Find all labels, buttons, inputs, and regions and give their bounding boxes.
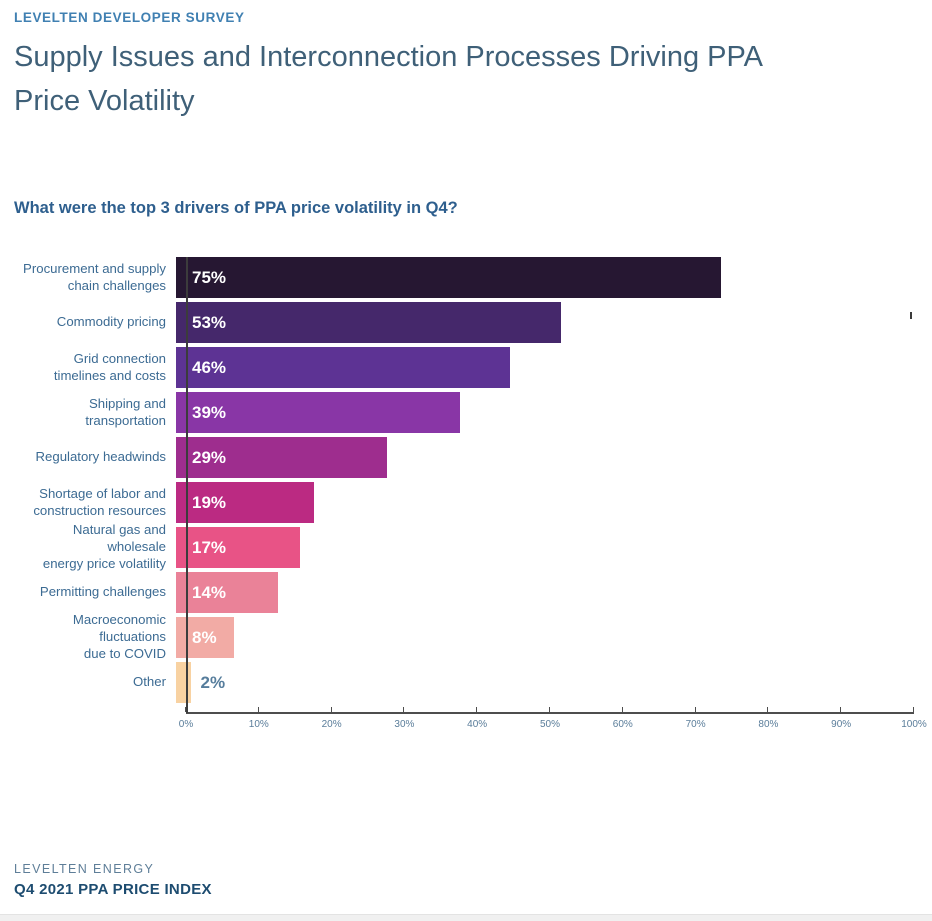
bar-track: 53% xyxy=(176,302,903,343)
chart-row: Grid connection timelines and costs 46% xyxy=(14,347,914,388)
x-axis-tick xyxy=(257,707,259,712)
category-label: Grid connection timelines and costs xyxy=(53,350,166,383)
x-axis-tick xyxy=(913,707,914,712)
category-label: Shipping and transportation xyxy=(85,395,166,428)
x-axis-tick xyxy=(621,707,623,712)
y-axis-line xyxy=(186,257,188,713)
chart-row: Regulatory headwinds 29% xyxy=(14,437,914,478)
chart-row: Commodity pricing 53% xyxy=(14,302,914,343)
bar-rows: Procurement and supply chain challenges 7… xyxy=(14,257,914,703)
bar-value-label: 46% xyxy=(192,357,227,377)
category-label: Macroeconomic fluctuations due to COVID xyxy=(72,612,166,661)
x-axis-tick xyxy=(549,707,550,712)
x-axis-tick-label: 60% xyxy=(612,719,633,730)
bar-track: 17% xyxy=(176,527,903,568)
bar: 39% xyxy=(176,392,460,433)
category-label: Permitting challenges xyxy=(39,584,166,600)
bar-track: 75% xyxy=(176,257,903,298)
category-label: Procurement and supply chain challenges xyxy=(23,260,166,293)
plot-area: Procurement and supply chain challenges 7… xyxy=(14,257,927,738)
x-axis-tick-label: 10% xyxy=(248,719,269,730)
bar-value-label: 14% xyxy=(192,582,227,602)
bar-track: 14% xyxy=(176,572,903,613)
chart-question: What were the top 3 drivers of PPA price… xyxy=(14,199,458,217)
bar-value-label: 8% xyxy=(192,627,217,647)
x-axis-tick-label: 50% xyxy=(539,719,561,730)
bar-value-label: 19% xyxy=(192,492,227,512)
bar: 75% xyxy=(176,257,722,298)
x-axis-tick-label: 40% xyxy=(467,719,488,730)
bar: 14% xyxy=(176,572,278,613)
bar-value-label: 29% xyxy=(192,447,227,467)
x-axis-tick xyxy=(476,707,478,712)
x-axis-tick-label: 0% xyxy=(178,719,194,730)
footer-report-title: Q4 2021 PPA PRICE INDEX xyxy=(14,881,212,898)
bar-track: 29% xyxy=(176,437,903,478)
bar-value-label: 75% xyxy=(192,267,227,287)
page-title: Supply Issues and Interconnection Proces… xyxy=(14,41,762,117)
bottom-strip xyxy=(0,914,932,921)
chart-row: Other 2% xyxy=(14,662,914,703)
x-axis-tick xyxy=(403,707,405,712)
bar: 19% xyxy=(176,482,315,523)
x-axis-tick xyxy=(840,707,842,712)
category-label: Shortage of labor and construction resou… xyxy=(33,485,166,518)
chart-row: Procurement and supply chain challenges 7… xyxy=(14,257,914,298)
x-axis-tick xyxy=(330,707,332,712)
x-axis: 0% 10% 20% 30% 40% 50% 60% 70% 80% 90% 100% xyxy=(179,707,927,738)
chart-row: Shipping and transportation 39% xyxy=(14,392,914,433)
bar-chart: Procurement and supply chain challenges 7… xyxy=(14,257,927,738)
bar-track: 39% xyxy=(176,392,903,433)
bar-value-label: 53% xyxy=(192,312,227,332)
bar: 46% xyxy=(176,347,511,388)
bar: 8% xyxy=(176,617,235,658)
x-axis-tick-label: 30% xyxy=(394,719,415,730)
x-axis-tick xyxy=(185,707,186,712)
chart-row: Permitting challenges 14% xyxy=(14,572,914,613)
x-axis-tick-label: 80% xyxy=(758,719,779,730)
category-label: Regulatory headwinds xyxy=(35,449,167,465)
category-label: Other xyxy=(133,674,166,690)
x-axis-tick-label: 100% xyxy=(901,719,927,730)
x-axis-tick-label: 70% xyxy=(685,719,706,730)
category-label: Commodity pricing xyxy=(56,314,166,330)
bar: 53% xyxy=(176,302,562,343)
chart-row: Natural gas and wholesale energy price v… xyxy=(14,522,914,571)
chart-row: Macroeconomic fluctuations due to COVID 8… xyxy=(14,612,914,661)
bar: 17% xyxy=(176,527,300,568)
footer-company: LEVELTEN ENERGY xyxy=(14,862,155,876)
bar-track: 2% xyxy=(176,662,903,703)
x-axis-tick-label: 20% xyxy=(321,719,342,730)
bar-track: 46% xyxy=(176,347,903,388)
stray-mark xyxy=(910,312,912,319)
bar: 29% xyxy=(176,437,387,478)
bar: 2% xyxy=(176,662,225,703)
bar-value-label: 2% xyxy=(200,672,226,692)
bar-value-label: 39% xyxy=(192,402,227,422)
category-label: Natural gas and wholesale energy price v… xyxy=(42,522,166,571)
survey-eyebrow-label: LEVELTEN DEVELOPER SURVEY xyxy=(14,10,245,25)
x-axis-tick-label: 90% xyxy=(831,719,852,730)
bar-value-label: 17% xyxy=(192,537,227,557)
x-axis-tick xyxy=(694,707,696,712)
bar-track: 19% xyxy=(176,482,903,523)
x-axis-tick xyxy=(767,707,769,712)
chart-row: Shortage of labor and construction resou… xyxy=(14,482,914,523)
bar-track: 8% xyxy=(176,617,903,658)
